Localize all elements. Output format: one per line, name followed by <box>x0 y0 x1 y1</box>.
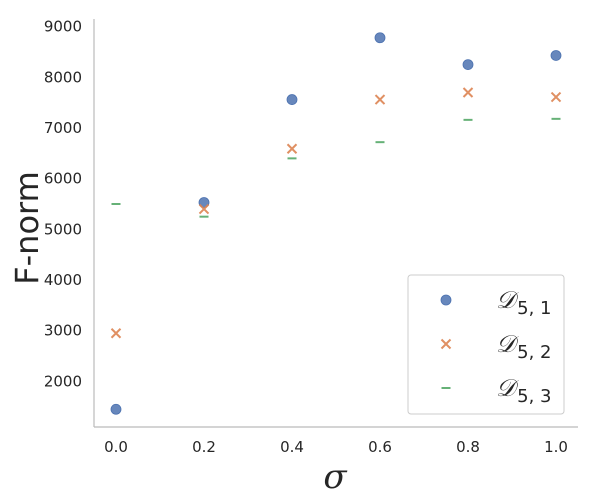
data-point-series-1 <box>198 197 210 208</box>
x-tick-label: 0.0 <box>104 438 128 456</box>
y-tick-label: 7000 <box>44 119 82 137</box>
x-tick-label: 0.4 <box>280 438 304 456</box>
legend-marker-series-2 <box>440 338 452 350</box>
data-point-series-1 <box>374 32 386 44</box>
legend-frame <box>407 274 565 415</box>
data-point-series-2 <box>110 328 122 339</box>
x-tick-labels: 0.0 0.2 0.4 0.6 0.8 1.0 <box>104 438 568 456</box>
data-point-series-1 <box>110 403 122 415</box>
x-tick-label: 0.2 <box>192 438 216 456</box>
x-tick-label: 1.0 <box>544 438 568 456</box>
data-point-series-2 <box>550 91 562 103</box>
data-point-series-2 <box>462 87 474 98</box>
x-axis-title: σ <box>323 457 347 497</box>
y-tick-label: 4000 <box>44 271 82 289</box>
y-tick-label: 9000 <box>44 18 82 36</box>
legend-marker-series-1 <box>440 294 452 306</box>
legend-label-subscript: 5, 1 <box>517 298 551 319</box>
y-tick-label: 6000 <box>44 170 82 188</box>
data-point-series-1 <box>462 59 474 71</box>
data-point-series-2 <box>286 143 298 154</box>
axes <box>93 19 578 428</box>
data-point-series-1 <box>550 50 562 61</box>
y-tick-label: 3000 <box>44 322 82 340</box>
data-point-series-1 <box>286 94 298 105</box>
y-tick-label: 5000 <box>44 220 82 238</box>
legend: 𝒟 5, 1𝒟 5, 2𝒟 5, 3 <box>407 274 565 415</box>
y-tick-labels: 2000 3000 4000 5000 6000 7000 8000 9000 <box>44 18 82 391</box>
x-tick-label: 0.6 <box>368 438 392 456</box>
y-tick-label: 8000 <box>44 68 82 86</box>
legend-label-subscript: 5, 3 <box>517 386 551 407</box>
data-points <box>110 32 562 415</box>
legend-label-subscript: 5, 2 <box>517 342 551 363</box>
data-point-series-2 <box>198 203 210 215</box>
x-tick-label: 0.8 <box>456 438 480 456</box>
y-tick-label: 2000 <box>44 372 82 390</box>
data-point-series-2 <box>374 94 386 105</box>
y-axis-title: F-norm <box>8 171 46 285</box>
